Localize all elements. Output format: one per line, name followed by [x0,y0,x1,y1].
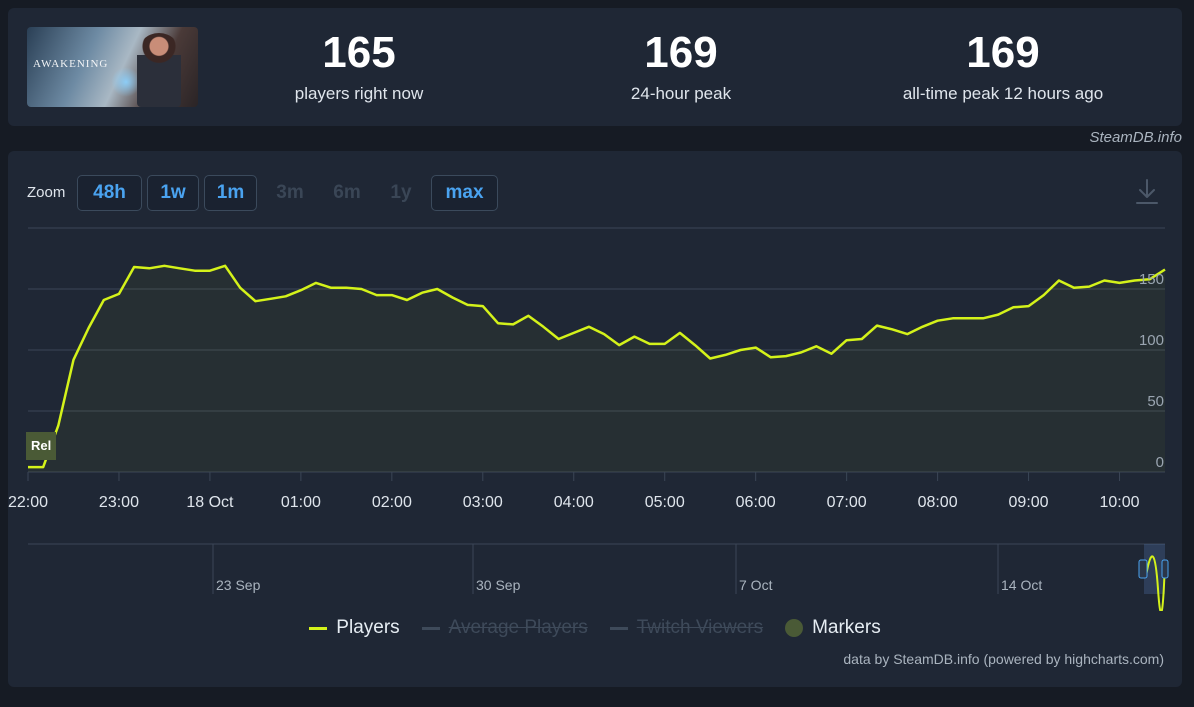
stat-label: 24-hour peak [630,84,732,103]
legend-average-swatch [421,626,440,630]
stat-label: all-time peak 12 hours ago [902,84,1104,103]
chart-card: Zoom 48h 1w 1m 3m 6m 1y max Rel 0 50 100 15… [8,151,1182,687]
stat-value: 169 [644,28,718,77]
navigator-label: 30 Sep [476,577,521,593]
x-axis-ticks: 22:00 23:00 18 Oct 01:00 02:00 03:00 04:00 05:0… [8,472,1140,511]
zoom-1w-button[interactable]: 1w [147,175,199,211]
zoom-3m-button: 3m [264,175,316,211]
navigator-handle-left [1138,559,1148,579]
release-marker [26,432,56,460]
stat-value: 169 [966,28,1040,77]
x-tick-label: 05:00 [645,494,685,511]
y-tick-label: 50 [1147,393,1164,410]
x-tick-label: 07:00 [827,494,867,511]
zoom-1y-button: 1y [378,175,424,211]
x-tick-label: 04:00 [554,494,594,511]
x-tick-label: 06:00 [736,494,776,511]
navigator-selection [1144,544,1165,594]
y-axis-ticks: 0 50 100 150 [1139,271,1164,471]
zoom-48h-button[interactable]: 48h [77,175,142,211]
download-icon[interactable] [1135,178,1159,206]
x-tick-label: 10:00 [1099,494,1139,511]
legend-twitch-viewers[interactable]: Twitch Viewers [609,617,764,639]
stat-label: players right now [294,84,424,103]
legend-markers[interactable]: Markers [785,617,881,639]
x-tick-label: 18 Oct [186,494,234,511]
navigator-handle-right [1161,559,1169,579]
legend-label: Twitch Viewers [636,617,764,638]
stats-card: AWAKENING 165 players right now 169 24-h… [8,8,1182,126]
navigator-label: 14 Oct [1001,577,1042,593]
legend-label: Players [336,617,400,638]
thumbnail-glow [111,67,141,97]
x-tick-label: 01:00 [281,494,321,511]
release-marker-label: Rel [31,438,51,453]
chart-legend: Players Average Players Twitch Viewers M… [8,617,1182,639]
grid-lines [28,227,1165,473]
navigator-label: 7 Oct [739,577,773,593]
marker-layer: Rel [26,432,56,460]
legend-players-swatch [309,626,328,630]
x-tick-label: 22:00 [8,494,48,511]
x-tick-label: 09:00 [1009,494,1049,511]
x-tick-label: 03:00 [463,494,503,511]
x-tick-label: 23:00 [99,494,139,511]
x-tick-label: 02:00 [372,494,412,511]
stat-value: 165 [322,28,396,77]
zoom-max-button[interactable]: max [431,175,498,211]
steamdb-credit[interactable]: SteamDB.info [1089,129,1182,146]
players-series-line[interactable] [28,264,1166,469]
x-tick-label: 08:00 [918,494,958,511]
y-tick-label: 0 [1156,454,1164,471]
legend-markers-dot [785,619,804,637]
players-area [28,265,1165,472]
zoom-1m-button[interactable]: 1m [204,175,257,211]
legend-players[interactable]: Players [309,617,400,639]
y-tick-label: 100 [1139,332,1164,349]
zoom-label: Zoom [27,184,66,201]
legend-label: Markers [812,617,881,638]
stat-24h-peak: 169 24-hour peak [531,30,831,104]
legend-twitch-swatch [609,626,628,630]
y-tick-label: 150 [1139,271,1164,288]
chart-credit[interactable]: data by SteamDB.info (powered by highcha… [843,651,1164,667]
stat-current-players: 165 players right now [209,30,509,104]
navigator[interactable]: 23 Sep 30 Sep 7 Oct 14 Oct [28,543,1169,611]
game-logo-text: AWAKENING [33,58,109,70]
player-chart[interactable]: Rel 0 50 100 150 22:00 23:00 18 Oct 01:00 02:00… [8,151,1182,611]
zoom-6m-button: 6m [321,175,373,211]
thumbnail-figure [137,33,181,107]
legend-label: Average Players [448,617,588,638]
stat-all-time-peak: 169 all-time peak 12 hours ago [853,30,1153,104]
navigator-series-line [1145,555,1166,611]
game-thumbnail-image[interactable]: AWAKENING [27,27,198,107]
legend-average-players[interactable]: Average Players [421,617,588,639]
navigator-label: 23 Sep [216,577,261,593]
